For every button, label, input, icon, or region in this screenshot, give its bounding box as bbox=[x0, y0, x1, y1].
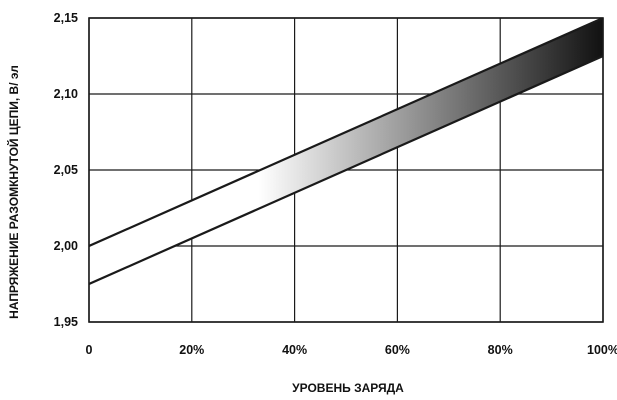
series-lines bbox=[89, 18, 603, 286]
y-tick-label: 2,10 bbox=[54, 87, 78, 101]
x-tick-label: 20% bbox=[179, 343, 204, 357]
voltage-range-band bbox=[89, 18, 603, 284]
y-tick-labels: 1,95 2,00 2,05 2,10 2,15 bbox=[54, 11, 78, 329]
plot-frame bbox=[88, 17, 604, 323]
x-tick-label: 80% bbox=[488, 343, 513, 357]
x-axis-label: УРОВЕНЬ ЗАРЯДА bbox=[292, 381, 404, 395]
y-tick-label: 2,15 bbox=[54, 11, 78, 25]
x-tick-label: 40% bbox=[282, 343, 307, 357]
y-tick-label: 2,05 bbox=[54, 163, 78, 177]
series-line-1 bbox=[89, 54, 603, 286]
x-tick-label: 100% bbox=[587, 343, 617, 357]
y-tick-label: 2,00 bbox=[54, 239, 78, 253]
y-tick-label: 1,95 bbox=[54, 315, 78, 329]
x-tick-labels: 0 20% 40% 60% 80% 100% bbox=[86, 343, 617, 357]
x-tick-label: 0 bbox=[86, 343, 93, 357]
x-tick-label: 60% bbox=[385, 343, 410, 357]
series-line-0 bbox=[89, 18, 603, 248]
y-axis-label: НАПРЯЖЕНИЕ РАЗОМКНУТОЙ ЦЕПИ, В/ эл bbox=[6, 65, 21, 319]
